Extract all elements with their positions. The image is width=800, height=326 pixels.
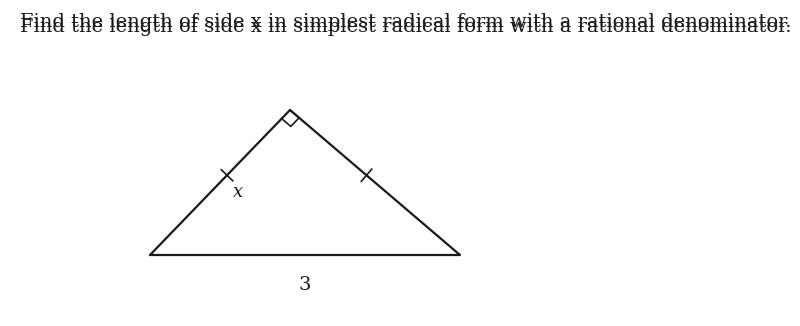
Text: Find the length of side x in simplest radical form with a rational denominator.: Find the length of side x in simplest ra… — [20, 18, 791, 36]
Text: x: x — [233, 183, 243, 201]
Text: Find the length of side x in simplest radical form with a rational denominator.: Find the length of side x in simplest ra… — [20, 13, 791, 31]
Text: 3: 3 — [298, 276, 311, 294]
